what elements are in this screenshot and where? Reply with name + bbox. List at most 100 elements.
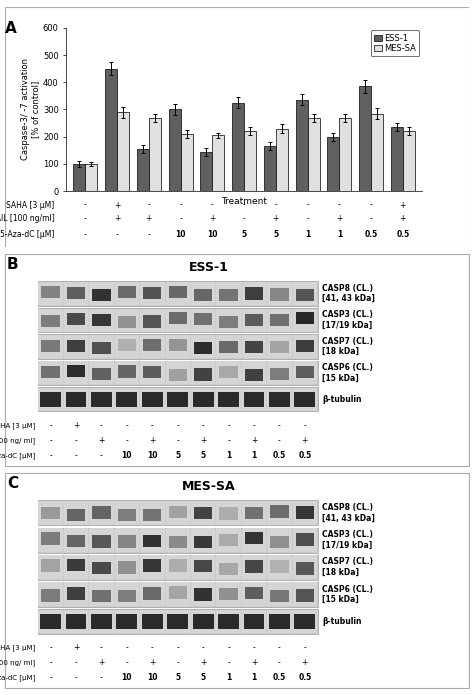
Text: -: -: [84, 230, 87, 238]
Text: -: -: [116, 230, 118, 238]
Text: 10: 10: [175, 230, 186, 238]
Text: +: +: [73, 421, 79, 430]
Text: CASP8 (CL.)
[41, 43 kDa]: CASP8 (CL.) [41, 43 kDa]: [322, 503, 375, 523]
Bar: [295, 100, 308, 191]
Text: -: -: [227, 658, 230, 667]
Text: -: -: [338, 201, 341, 209]
Text: -: -: [306, 201, 309, 209]
Text: 1: 1: [251, 451, 256, 459]
Text: +: +: [251, 436, 257, 445]
Text: +: +: [146, 215, 152, 223]
Text: -: -: [179, 201, 182, 209]
Text: β-tubulin: β-tubulin: [322, 395, 362, 404]
Bar: [403, 131, 415, 191]
Text: CASP6 (CL.)
[15 kDa]: CASP6 (CL.) [15 kDa]: [322, 363, 373, 382]
Text: -: -: [100, 421, 103, 430]
Bar: [327, 137, 339, 191]
Bar: [137, 149, 149, 191]
Text: 0.5: 0.5: [396, 230, 410, 238]
Bar: [85, 164, 98, 191]
Text: -: -: [278, 436, 281, 445]
Bar: [371, 113, 383, 191]
Text: +: +: [114, 201, 120, 209]
Text: -: -: [176, 658, 179, 667]
Text: TRAIL [100 ng/ml]: TRAIL [100 ng/ml]: [0, 215, 55, 223]
Text: -: -: [75, 658, 77, 667]
Bar: [264, 146, 276, 191]
Text: 1: 1: [337, 230, 342, 238]
Bar: [181, 134, 193, 191]
Text: -: -: [179, 215, 182, 223]
Text: -: -: [274, 201, 277, 209]
Text: 1: 1: [226, 673, 231, 682]
Text: 0.5: 0.5: [298, 451, 311, 459]
Text: +: +: [98, 436, 105, 445]
Text: 5: 5: [273, 230, 278, 238]
Text: -: -: [278, 644, 281, 653]
Text: +: +: [98, 658, 105, 667]
Text: TRAIL [100 ng/ ml]: TRAIL [100 ng/ ml]: [0, 660, 36, 666]
Text: -: -: [49, 451, 52, 459]
Text: CASP3 (CL.)
[17/19 kDa]: CASP3 (CL.) [17/19 kDa]: [322, 530, 373, 550]
Bar: [308, 117, 319, 191]
Text: 5-Aza-dC [μM]: 5-Aza-dC [μM]: [0, 230, 55, 238]
Text: -: -: [75, 673, 77, 682]
Text: SAHA [3 μM]: SAHA [3 μM]: [0, 644, 36, 651]
Text: -: -: [202, 644, 205, 653]
Bar: [117, 112, 129, 191]
Text: -: -: [370, 215, 373, 223]
Text: +: +: [200, 658, 206, 667]
Text: β-tubulin: β-tubulin: [322, 617, 362, 626]
Text: -: -: [100, 673, 103, 682]
Text: -: -: [176, 421, 179, 430]
Text: 1: 1: [305, 230, 310, 238]
Text: -: -: [49, 421, 52, 430]
Text: CASP7 (CL.)
[18 kDa]: CASP7 (CL.) [18 kDa]: [322, 337, 374, 356]
Text: -: -: [126, 658, 128, 667]
Text: -: -: [126, 421, 128, 430]
X-axis label: Treatment: Treatment: [221, 197, 267, 206]
Text: +: +: [149, 658, 155, 667]
Text: CASP6 (CL.)
[15 kDa]: CASP6 (CL.) [15 kDa]: [322, 584, 373, 604]
Text: ESS-1: ESS-1: [189, 261, 228, 274]
Text: -: -: [227, 644, 230, 653]
Text: -: -: [176, 436, 179, 445]
Y-axis label: Caspase-3/ -7 activation
[% of control]: Caspase-3/ -7 activation [% of control]: [21, 58, 40, 161]
Text: +: +: [301, 658, 308, 667]
Text: A: A: [5, 21, 17, 36]
Text: 10: 10: [122, 451, 132, 459]
Bar: [212, 136, 224, 191]
Text: +: +: [200, 436, 206, 445]
Text: SAHA [3 μM]: SAHA [3 μM]: [0, 422, 36, 429]
Text: +: +: [336, 215, 343, 223]
Text: -: -: [278, 421, 281, 430]
Text: CASP8 (CL.)
[41, 43 kDa]: CASP8 (CL.) [41, 43 kDa]: [322, 284, 375, 303]
Text: -: -: [147, 201, 150, 209]
Text: 0.5: 0.5: [273, 673, 286, 682]
Text: +: +: [251, 658, 257, 667]
Text: B: B: [7, 257, 19, 272]
Text: -: -: [100, 451, 103, 459]
Text: -: -: [227, 436, 230, 445]
Text: -: -: [151, 644, 154, 653]
Text: 1: 1: [251, 673, 256, 682]
Text: 5-Aza-dC [μM]: 5-Aza-dC [μM]: [0, 452, 36, 459]
Text: -: -: [227, 421, 230, 430]
Legend: ESS-1, MES-SA: ESS-1, MES-SA: [371, 31, 419, 56]
Text: 5-Aza-dC [μM]: 5-Aza-dC [μM]: [0, 674, 36, 681]
Text: +: +: [114, 215, 120, 223]
Text: 0.5: 0.5: [273, 451, 286, 459]
Text: -: -: [126, 644, 128, 653]
Text: -: -: [253, 644, 255, 653]
Text: 1: 1: [226, 451, 231, 459]
Bar: [169, 110, 181, 191]
Text: -: -: [243, 201, 246, 209]
Text: 0.5: 0.5: [298, 673, 311, 682]
Text: 10: 10: [122, 673, 132, 682]
Bar: [232, 103, 244, 191]
Text: 5: 5: [175, 673, 180, 682]
Text: -: -: [306, 215, 309, 223]
Text: TRAIL [100 ng/ ml]: TRAIL [100 ng/ ml]: [0, 437, 36, 443]
Text: -: -: [278, 658, 281, 667]
Bar: [105, 69, 117, 191]
